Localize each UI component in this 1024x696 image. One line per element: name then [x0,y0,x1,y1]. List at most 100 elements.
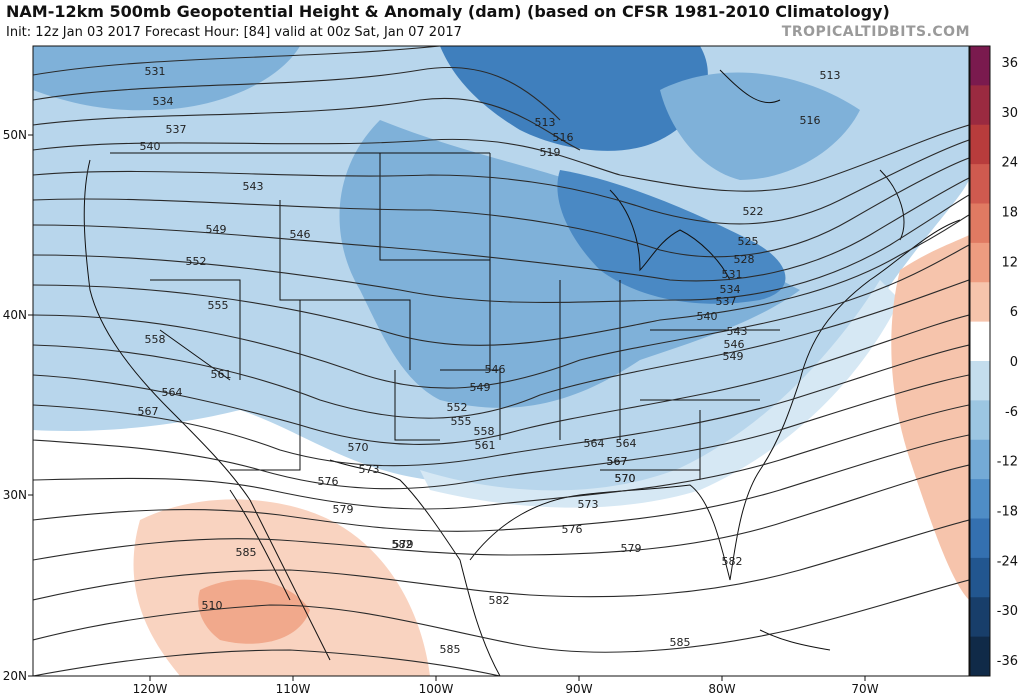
contour-label: 516 [800,114,821,127]
contour-label: 561 [475,439,496,452]
contour-line [33,464,969,561]
contour-label: 573 [578,498,599,511]
contour-label: 564 [584,437,605,450]
lat-label: 40N [3,308,27,322]
contour-label: 543 [727,325,748,338]
longitude-axis: 120W 110W 100W 90W 80W 70W [133,676,879,696]
contour-label: 549 [206,223,227,236]
contour-label: 561 [211,368,232,381]
anomaly-field [33,46,969,676]
colorbar-swatch [970,124,990,165]
contour-label: 585 [670,636,691,649]
colorbar-label: 0 [1010,355,1018,370]
colorbar-label: 6 [1010,305,1018,320]
contour-label: 552 [447,401,468,414]
contour-label: 540 [697,310,718,323]
colorbar: 36 30 24 18 12 6 0 -6 -12 -18 -24 -30 -36 [969,45,1018,677]
colorbar-label: -24 [997,554,1018,569]
contour-label: 567 [138,405,159,418]
contour-label: 546 [485,363,506,376]
contour-line [33,139,969,225]
contour-label: 543 [243,180,264,193]
colorbar-swatch [970,361,990,401]
contour-label: 540 [140,140,161,153]
contour-label: 528 [734,253,755,266]
contour-label: 579 [393,538,414,551]
colorbar-label: 24 [1001,156,1018,171]
lat-label: 50N [3,128,27,142]
contour-line [33,214,969,346]
brand-watermark[interactable]: TROPICALTIDBITS.COM [781,24,970,40]
contour-label: 570 [615,472,636,485]
lon-label: 110W [276,682,311,696]
lat-label: 20N [3,669,27,683]
contour-line [33,194,969,304]
contour-label: 516 [553,131,574,144]
colorbar-frame [969,45,991,677]
colorbar-swatch [970,242,990,283]
latitude-axis: 50N 40N 30N 20N [3,128,33,683]
contour-line [33,314,969,445]
contour-label: 579 [621,542,642,555]
contour-line [33,124,969,192]
lon-label: 120W [133,682,168,696]
contour-label: 576 [318,475,339,488]
contour-line [33,434,969,532]
colorbar-swatch [970,282,990,323]
colorbar-label: 12 [1001,255,1018,270]
contour-label: 558 [474,425,495,438]
contour-label: 510 [202,599,223,612]
contour-label: 570 [615,472,636,485]
colorbar-swatch [970,597,990,638]
contour-label: 546 [724,338,745,351]
colorbar-label: -36 [997,654,1018,669]
contour-label: 546 [290,228,311,241]
contour-label: 579 [333,503,354,516]
contour-line [33,404,969,510]
contour-label: 585 [236,546,257,559]
contour-label: 522 [743,205,764,218]
contour-label: 531 [145,65,166,78]
contour-label: 531 [722,268,743,281]
contour-line [33,98,581,151]
contour-label: 537 [166,123,187,136]
map-subtitle: Init: 12z Jan 03 2017 Forecast Hour: [84… [6,25,462,40]
colorbar-swatch [970,557,990,598]
contour-labels: 5315345375405435465495525555585615645675… [138,65,841,656]
colorbar-label: -30 [997,604,1018,619]
colorbar-swatch [970,439,990,480]
contour-label: 564 [616,437,637,450]
lon-label: 100W [419,682,454,696]
height-contours [33,46,969,676]
colorbar-swatch [970,164,990,204]
colorbar-swatch [970,479,990,519]
colorbar-label: -12 [997,455,1018,470]
contour-label: 576 [562,523,583,536]
map-frame [32,45,970,677]
contour-line [33,66,561,121]
colorbar-label: -18 [997,505,1018,520]
colorbar-swatch [970,636,990,677]
contour-line [33,244,969,389]
lon-label: 80W [708,682,735,696]
contour-label: 552 [186,255,207,268]
colorbar-swatch [970,321,990,362]
contour-line [33,46,441,76]
colorbar-label: 36 [1001,56,1018,71]
contour-label: 582 [722,555,743,568]
contour-label: 549 [723,350,744,363]
contour-line [33,177,969,282]
contour-label: 534 [720,283,741,296]
contour-line [33,279,969,419]
colorbar-label: -6 [1005,405,1018,420]
colorbar-label: 30 [1001,106,1018,121]
boundaries [83,69,961,676]
contour-label: 555 [451,415,472,428]
contour-line [33,157,969,258]
contour-label: 555 [208,299,229,312]
lon-label: 90W [565,682,592,696]
colorbar-swatch [970,85,990,126]
contour-line [33,519,969,601]
contour-line [33,579,969,653]
